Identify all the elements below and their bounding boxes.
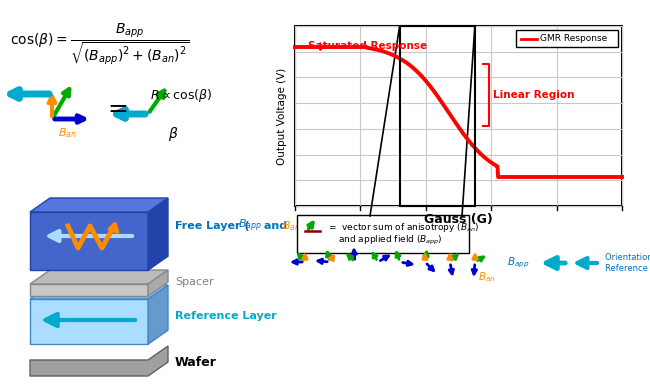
Polygon shape xyxy=(30,270,168,284)
Polygon shape xyxy=(30,346,168,376)
Text: Reference Layer: Reference Layer xyxy=(175,311,277,321)
Bar xyxy=(295,26,622,206)
Polygon shape xyxy=(30,256,168,270)
Bar xyxy=(30,299,148,344)
Polygon shape xyxy=(30,198,168,212)
Text: Free Layer (: Free Layer ( xyxy=(175,221,250,231)
Text: GMR Response: GMR Response xyxy=(540,34,607,43)
Polygon shape xyxy=(148,198,168,270)
Text: Saturated Response: Saturated Response xyxy=(308,41,427,51)
Text: Orientation of
Reference Layer: Orientation of Reference Layer xyxy=(605,253,650,273)
Text: $\cos(\beta) = \dfrac{B_{app}}{\sqrt{(B_{app})^2 + (B_{an})^2}}$: $\cos(\beta) = \dfrac{B_{app}}{\sqrt{(B_… xyxy=(10,21,190,67)
Text: and applied field ($B_{app}$): and applied field ($B_{app}$) xyxy=(338,233,443,247)
Text: Output Voltage (V): Output Voltage (V) xyxy=(277,67,287,165)
Polygon shape xyxy=(148,270,168,296)
FancyBboxPatch shape xyxy=(297,215,469,253)
Polygon shape xyxy=(148,285,168,344)
Bar xyxy=(30,212,148,270)
Text: $R \propto \cos(\beta)$: $R \propto \cos(\beta)$ xyxy=(150,88,212,104)
Polygon shape xyxy=(30,330,168,344)
Text: Spacer: Spacer xyxy=(175,277,214,287)
Text: =: = xyxy=(107,97,129,121)
Text: $B_{app}$: $B_{app}$ xyxy=(507,256,530,270)
Bar xyxy=(400,26,475,206)
Text: $B_{an}$: $B_{an}$ xyxy=(282,219,301,233)
Text: =  vector sum of anisotropy ($B_{an}$): = vector sum of anisotropy ($B_{an}$) xyxy=(328,222,479,235)
Text: Linear Region: Linear Region xyxy=(493,90,575,100)
Polygon shape xyxy=(30,285,168,299)
Text: ): ) xyxy=(303,221,308,231)
Text: $B_{app}$: $B_{app}$ xyxy=(238,218,262,234)
Text: $\beta$: $\beta$ xyxy=(168,125,179,143)
FancyBboxPatch shape xyxy=(516,30,618,47)
Text: $B_{an}$: $B_{an}$ xyxy=(58,126,77,140)
Text: Gauss (G): Gauss (G) xyxy=(424,214,493,227)
Text: Wafer: Wafer xyxy=(175,356,217,369)
Text: and: and xyxy=(260,221,291,231)
Text: $B_{an}$: $B_{an}$ xyxy=(478,270,496,284)
Bar xyxy=(30,284,148,296)
